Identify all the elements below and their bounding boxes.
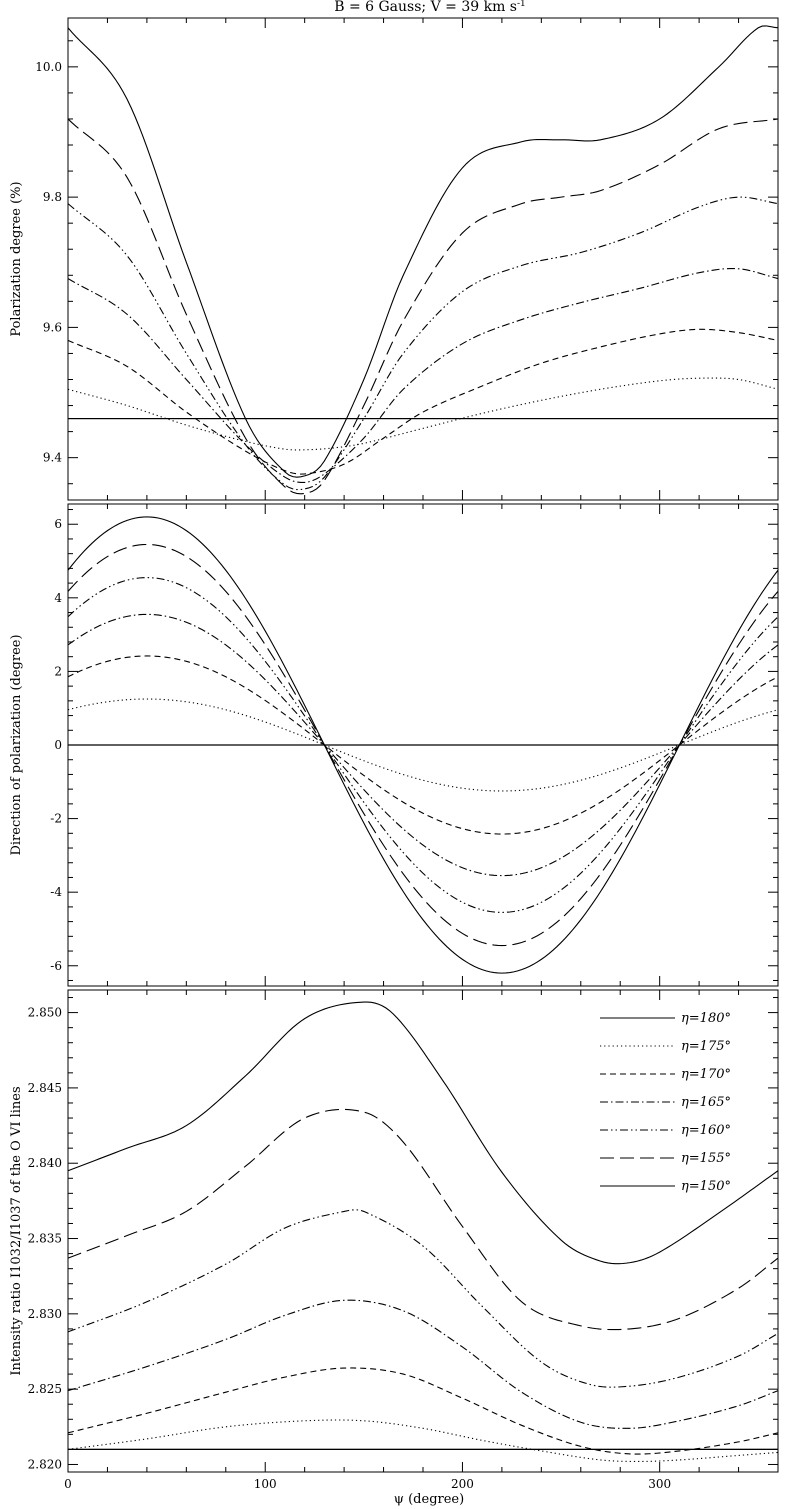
y-tick-label: 2.835 [28, 1232, 62, 1246]
y-axis-label: Direction of polarization (degree) [9, 634, 24, 855]
y-tick-label: 2.830 [28, 1307, 62, 1321]
x-tick-label: 200 [451, 1477, 474, 1491]
y-tick-label: 6 [54, 517, 62, 531]
y-tick-label: 2.820 [28, 1457, 62, 1471]
series-eta-175 [67, 377, 779, 451]
y-tick-label: 9.8 [43, 190, 62, 204]
series-eta-160 [67, 577, 779, 913]
series-eta-170 [67, 328, 779, 475]
series-eta-155 [67, 543, 779, 947]
y-tick-label: -4 [50, 885, 62, 899]
panel-2: -6 -4 -2 0 2 4 6 Direction of polarization (deg… [9, 503, 779, 987]
y-axis-label: Polarization degree (%) [9, 181, 24, 336]
x-axis-label: ψ (degree) [394, 1492, 464, 1507]
y-tick-label: 2.840 [28, 1156, 62, 1170]
plot-frame [67, 17, 779, 501]
series-eta-155 [67, 118, 779, 495]
plot-frame [67, 989, 779, 1473]
series-eta-175 [67, 1419, 779, 1463]
series-eta-170 [67, 655, 779, 835]
y-tick-label: 2.825 [28, 1382, 62, 1396]
y-tick-label: 9.4 [43, 451, 62, 465]
series-eta-150 [67, 25, 779, 478]
series-eta-160 [67, 1209, 779, 1388]
y-tick-label: 0 [54, 738, 62, 752]
y-axis-label: Intensity ratio I1032/I1037 of the O VI … [9, 1086, 24, 1375]
series-eta-150 [67, 516, 779, 974]
legend-label: η=160° [681, 1123, 731, 1138]
series-eta-165 [67, 613, 779, 877]
figure-title: B = 6 Gauss; V = 39 km s-1 [334, 0, 526, 15]
series-eta-165 [67, 1299, 779, 1429]
legend: η=180° η=175° η=170° η=165° η=160° η=155° η=15… [600, 1011, 731, 1194]
legend-label: η=165° [681, 1095, 731, 1110]
series-eta-165 [67, 267, 779, 484]
legend-label: η=170° [681, 1067, 731, 1082]
y-tick-label: -2 [50, 812, 62, 826]
legend-label: η=180° [681, 1011, 731, 1026]
legend-label: η=150° [681, 1179, 731, 1194]
y-tick-label: 2.845 [28, 1081, 62, 1095]
x-tick-label: 100 [254, 1477, 277, 1491]
legend-label: η=155° [681, 1151, 731, 1166]
y-tick-label: -6 [50, 959, 62, 973]
panel-1: 9.4 9.6 9.8 10.0 Polarization degree (%) [9, 17, 779, 501]
y-tick-label: 10.0 [35, 60, 62, 74]
y-tick-label: 4 [54, 591, 62, 605]
y-tick-label: 9.6 [43, 320, 62, 334]
y-tick-label: 2.850 [28, 1006, 62, 1020]
panel-3: 2.820 2.825 2.830 2.835 2.840 2.845 2.850 0 100 2… [9, 989, 779, 1491]
y-tick-label: 2 [54, 664, 62, 678]
x-tick-label: 300 [648, 1477, 671, 1491]
x-tick-label: 0 [64, 1477, 72, 1491]
series-eta-160 [67, 196, 779, 491]
series-eta-170 [67, 1367, 779, 1455]
series-eta-155 [67, 1108, 779, 1331]
series-eta-150 [67, 1001, 779, 1265]
legend-label: η=175° [681, 1039, 731, 1054]
